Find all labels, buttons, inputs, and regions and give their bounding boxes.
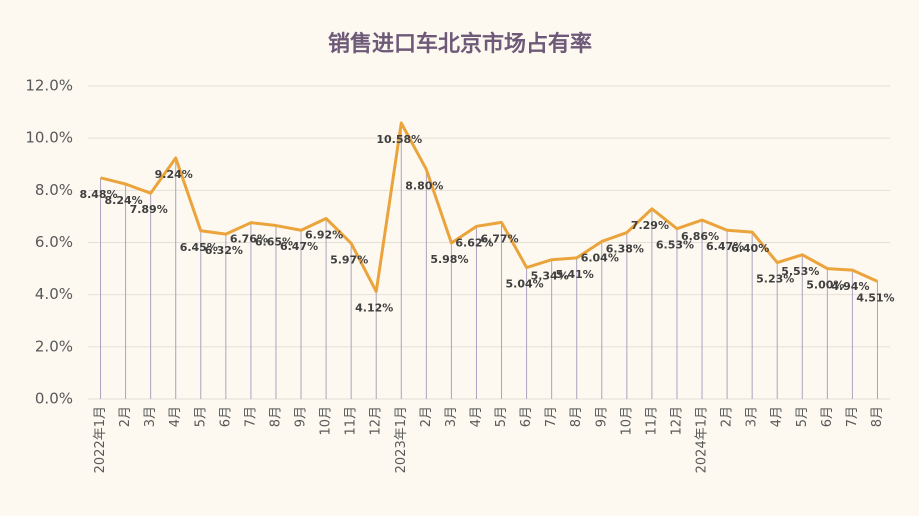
x-tick-label: 7月 — [243, 406, 258, 427]
data-label: 9.24% — [155, 168, 193, 181]
data-label: 6.45% — [180, 241, 218, 254]
x-tick-label: 12月 — [669, 406, 684, 436]
x-tick-label: 10月 — [619, 406, 634, 436]
x-tick-label: 7月 — [845, 406, 860, 427]
data-label: 5.04% — [506, 278, 544, 291]
x-tick-label: 4月 — [168, 406, 183, 427]
x-tick-label: 7月 — [544, 406, 559, 427]
x-tick-label: 9月 — [594, 406, 609, 427]
data-label: 5.41% — [556, 268, 594, 281]
x-tick-label: 8月 — [569, 406, 584, 427]
x-tick-label: 2月 — [118, 406, 133, 427]
y-tick-label: 0.0% — [35, 390, 73, 408]
data-label: 5.97% — [330, 253, 368, 266]
x-tick-label: 5月 — [795, 406, 810, 427]
x-tick-label: 2月 — [419, 406, 434, 427]
y-tick-label: 10.0% — [25, 129, 73, 147]
y-tick-label: 6.0% — [35, 233, 73, 251]
data-label: 6.53% — [656, 239, 694, 252]
data-label: 6.47% — [706, 240, 744, 253]
x-tick-label: 2月 — [720, 406, 735, 427]
x-tick-label: 6月 — [218, 406, 233, 427]
data-label: 6.38% — [606, 243, 644, 256]
data-label: 7.29% — [631, 219, 669, 232]
data-label: 4.12% — [355, 302, 393, 315]
data-label: 5.00% — [806, 279, 844, 292]
x-tick-label: 2022年1月 — [93, 406, 108, 473]
y-tick-label: 4.0% — [35, 285, 73, 303]
data-label: 6.47% — [280, 240, 318, 253]
x-tick-label: 2023年1月 — [394, 406, 409, 473]
data-label: 8.80% — [405, 179, 443, 192]
data-label: 6.86% — [681, 230, 719, 243]
data-label: 4.51% — [856, 291, 894, 304]
data-label: 6.04% — [581, 251, 619, 264]
x-tick-label: 3月 — [143, 406, 158, 427]
x-tick-label: 6月 — [519, 406, 534, 427]
x-tick-label: 8月 — [268, 406, 283, 427]
data-label: 6.40% — [731, 242, 769, 255]
data-label: 8.48% — [79, 188, 117, 201]
data-label: 5.34% — [531, 270, 569, 283]
x-tick-label: 4月 — [770, 406, 785, 427]
x-tick-label: 10月 — [319, 406, 334, 436]
data-label: 8.24% — [105, 194, 143, 207]
data-label: 6.65% — [255, 236, 293, 249]
y-tick-label: 8.0% — [35, 181, 73, 199]
x-tick-label: 8月 — [870, 406, 885, 427]
x-tick-label: 9月 — [294, 406, 309, 427]
x-tick-label: 11月 — [344, 406, 359, 436]
x-tick-label: 5月 — [494, 406, 509, 427]
x-tick-label: 5月 — [193, 406, 208, 427]
chart-title: 销售进口车北京市场占有率 — [328, 31, 592, 57]
data-label: 6.32% — [205, 244, 243, 257]
data-label: 6.62% — [455, 236, 493, 249]
x-tick-label: 4月 — [469, 406, 484, 427]
x-tick-label: 11月 — [644, 406, 659, 436]
data-label: 5.98% — [430, 253, 468, 266]
x-tick-label: 6月 — [820, 406, 835, 427]
data-label: 6.77% — [480, 232, 518, 245]
data-label: 6.76% — [230, 233, 268, 246]
data-label: 5.23% — [756, 273, 794, 286]
data-label: 4.94% — [831, 280, 869, 293]
y-tick-label: 2.0% — [35, 337, 73, 355]
data-label: 10.58% — [376, 133, 422, 146]
data-label: 6.92% — [305, 229, 343, 242]
data-label: 5.53% — [781, 265, 819, 278]
y-tick-label: 12.0% — [25, 77, 73, 95]
data-line — [100, 121, 879, 294]
x-tick-label: 3月 — [444, 406, 459, 427]
x-tick-label: 12月 — [369, 406, 384, 436]
x-tick-label: 2024年1月 — [695, 406, 710, 473]
data-label: 7.89% — [130, 203, 168, 216]
x-tick-label: 3月 — [745, 406, 760, 427]
